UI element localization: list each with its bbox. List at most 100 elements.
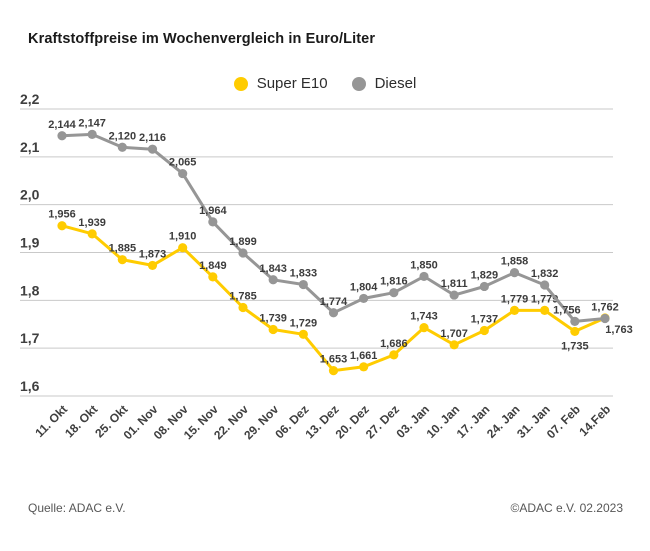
data-point — [419, 271, 429, 282]
y-tick-label: 1,8 — [20, 282, 40, 298]
data-point — [570, 316, 580, 326]
data-point — [570, 326, 580, 337]
data-point-label: 1,885 — [109, 243, 137, 255]
x-tick-label: 07. Feb — [544, 402, 583, 441]
data-point — [268, 275, 278, 285]
data-point — [359, 293, 369, 304]
data-point-label: 1,779 — [531, 293, 559, 305]
data-point — [389, 350, 399, 360]
data-point-label: 1,707 — [440, 328, 468, 340]
data-point — [479, 325, 489, 336]
data-point-label: 1,816 — [380, 276, 408, 288]
data-point-label: 1,686 — [380, 338, 408, 350]
data-point-label: 1,858 — [501, 256, 529, 268]
data-point-label: 1,829 — [471, 269, 499, 281]
data-point-label: 1,779 — [501, 293, 529, 305]
data-point-label: 1,811 — [441, 278, 468, 290]
data-point — [359, 362, 369, 372]
data-point — [208, 217, 218, 227]
data-point-label: 1,774 — [320, 296, 348, 308]
x-tick-label: 14.Feb — [576, 402, 613, 439]
source-note: Quelle: ADAC e.V. — [28, 501, 126, 515]
legend-dot-icon — [351, 76, 366, 91]
data-point-label: 1,910 — [169, 231, 197, 243]
data-point — [57, 131, 67, 141]
data-point-label: 1,743 — [410, 311, 438, 323]
data-point-label: 1,849 — [199, 260, 227, 272]
data-point — [328, 308, 339, 318]
data-point — [117, 142, 127, 152]
y-tick-label: 1,9 — [20, 235, 40, 251]
data-point — [419, 322, 429, 333]
y-tick-label: 1,7 — [20, 330, 40, 346]
data-point — [389, 288, 399, 298]
data-point — [540, 280, 550, 290]
data-point — [540, 305, 550, 315]
data-point — [178, 168, 188, 179]
legend-label: Diesel — [374, 75, 417, 92]
x-tick-label: 27. Dez — [363, 402, 402, 441]
x-tick-label: 29. Nov — [241, 402, 281, 442]
data-point — [208, 272, 218, 282]
data-point — [328, 366, 339, 376]
data-point-label: 2,116 — [139, 132, 166, 144]
data-point-label: 1,763 — [605, 324, 633, 336]
data-point-label: 1,762 — [591, 302, 619, 314]
data-point — [298, 329, 308, 339]
data-point — [298, 279, 308, 290]
data-point — [449, 340, 459, 350]
data-point — [600, 313, 610, 324]
y-tick-label: 1,6 — [20, 378, 40, 394]
legend-dot-icon — [233, 76, 248, 91]
data-point-label: 1,833 — [290, 268, 318, 280]
data-point-label: 1,661 — [350, 350, 378, 362]
data-point — [178, 243, 188, 253]
data-point-label: 2,120 — [109, 130, 137, 142]
data-point — [449, 290, 459, 300]
y-tick-label: 2,2 — [20, 91, 40, 107]
x-tick-label: 18. Okt — [62, 402, 100, 440]
data-point — [509, 267, 520, 278]
data-point-label: 1,956 — [48, 209, 76, 221]
series-diesel-points — [57, 129, 610, 326]
legend-item-diesel: Diesel — [351, 75, 417, 92]
data-point-label: 1,843 — [259, 263, 287, 275]
data-point-label: 1,735 — [561, 340, 589, 352]
data-point-label: 1,739 — [259, 313, 287, 325]
data-point — [479, 281, 489, 292]
data-point-label: 2,147 — [78, 117, 106, 129]
chart-legend: Super E10 Diesel — [0, 75, 650, 92]
legend-item-super-e10: Super E10 — [233, 75, 328, 92]
data-point — [238, 248, 248, 258]
data-point-label: 1,737 — [471, 313, 499, 325]
data-point — [117, 255, 127, 265]
data-point-label: 1,939 — [78, 217, 106, 229]
data-point-label: 1,873 — [139, 248, 167, 260]
data-point-label: 1,804 — [350, 281, 378, 293]
data-point-label: 1,964 — [199, 205, 227, 217]
chart-title: Kraftstoffpreise im Wochenvergleich in E… — [28, 31, 376, 47]
data-point — [509, 305, 520, 315]
data-point-label: 1,899 — [229, 236, 257, 248]
data-point-label: 1,832 — [531, 268, 559, 280]
data-point-label: 1,653 — [320, 354, 348, 366]
data-point-label: 2,065 — [169, 157, 197, 169]
data-point-label: 2,144 — [48, 119, 76, 131]
data-point — [147, 144, 158, 154]
data-point — [87, 229, 97, 239]
copyright-note: ©ADAC e.V. 02.2023 — [510, 501, 623, 515]
data-point — [238, 302, 248, 313]
y-tick-label: 2,1 — [20, 139, 40, 155]
data-point — [57, 221, 67, 231]
y-tick-label: 2,0 — [20, 187, 40, 203]
data-point — [147, 260, 158, 271]
data-point-label: 1,756 — [553, 304, 581, 316]
data-point-label: 1,850 — [410, 259, 438, 271]
